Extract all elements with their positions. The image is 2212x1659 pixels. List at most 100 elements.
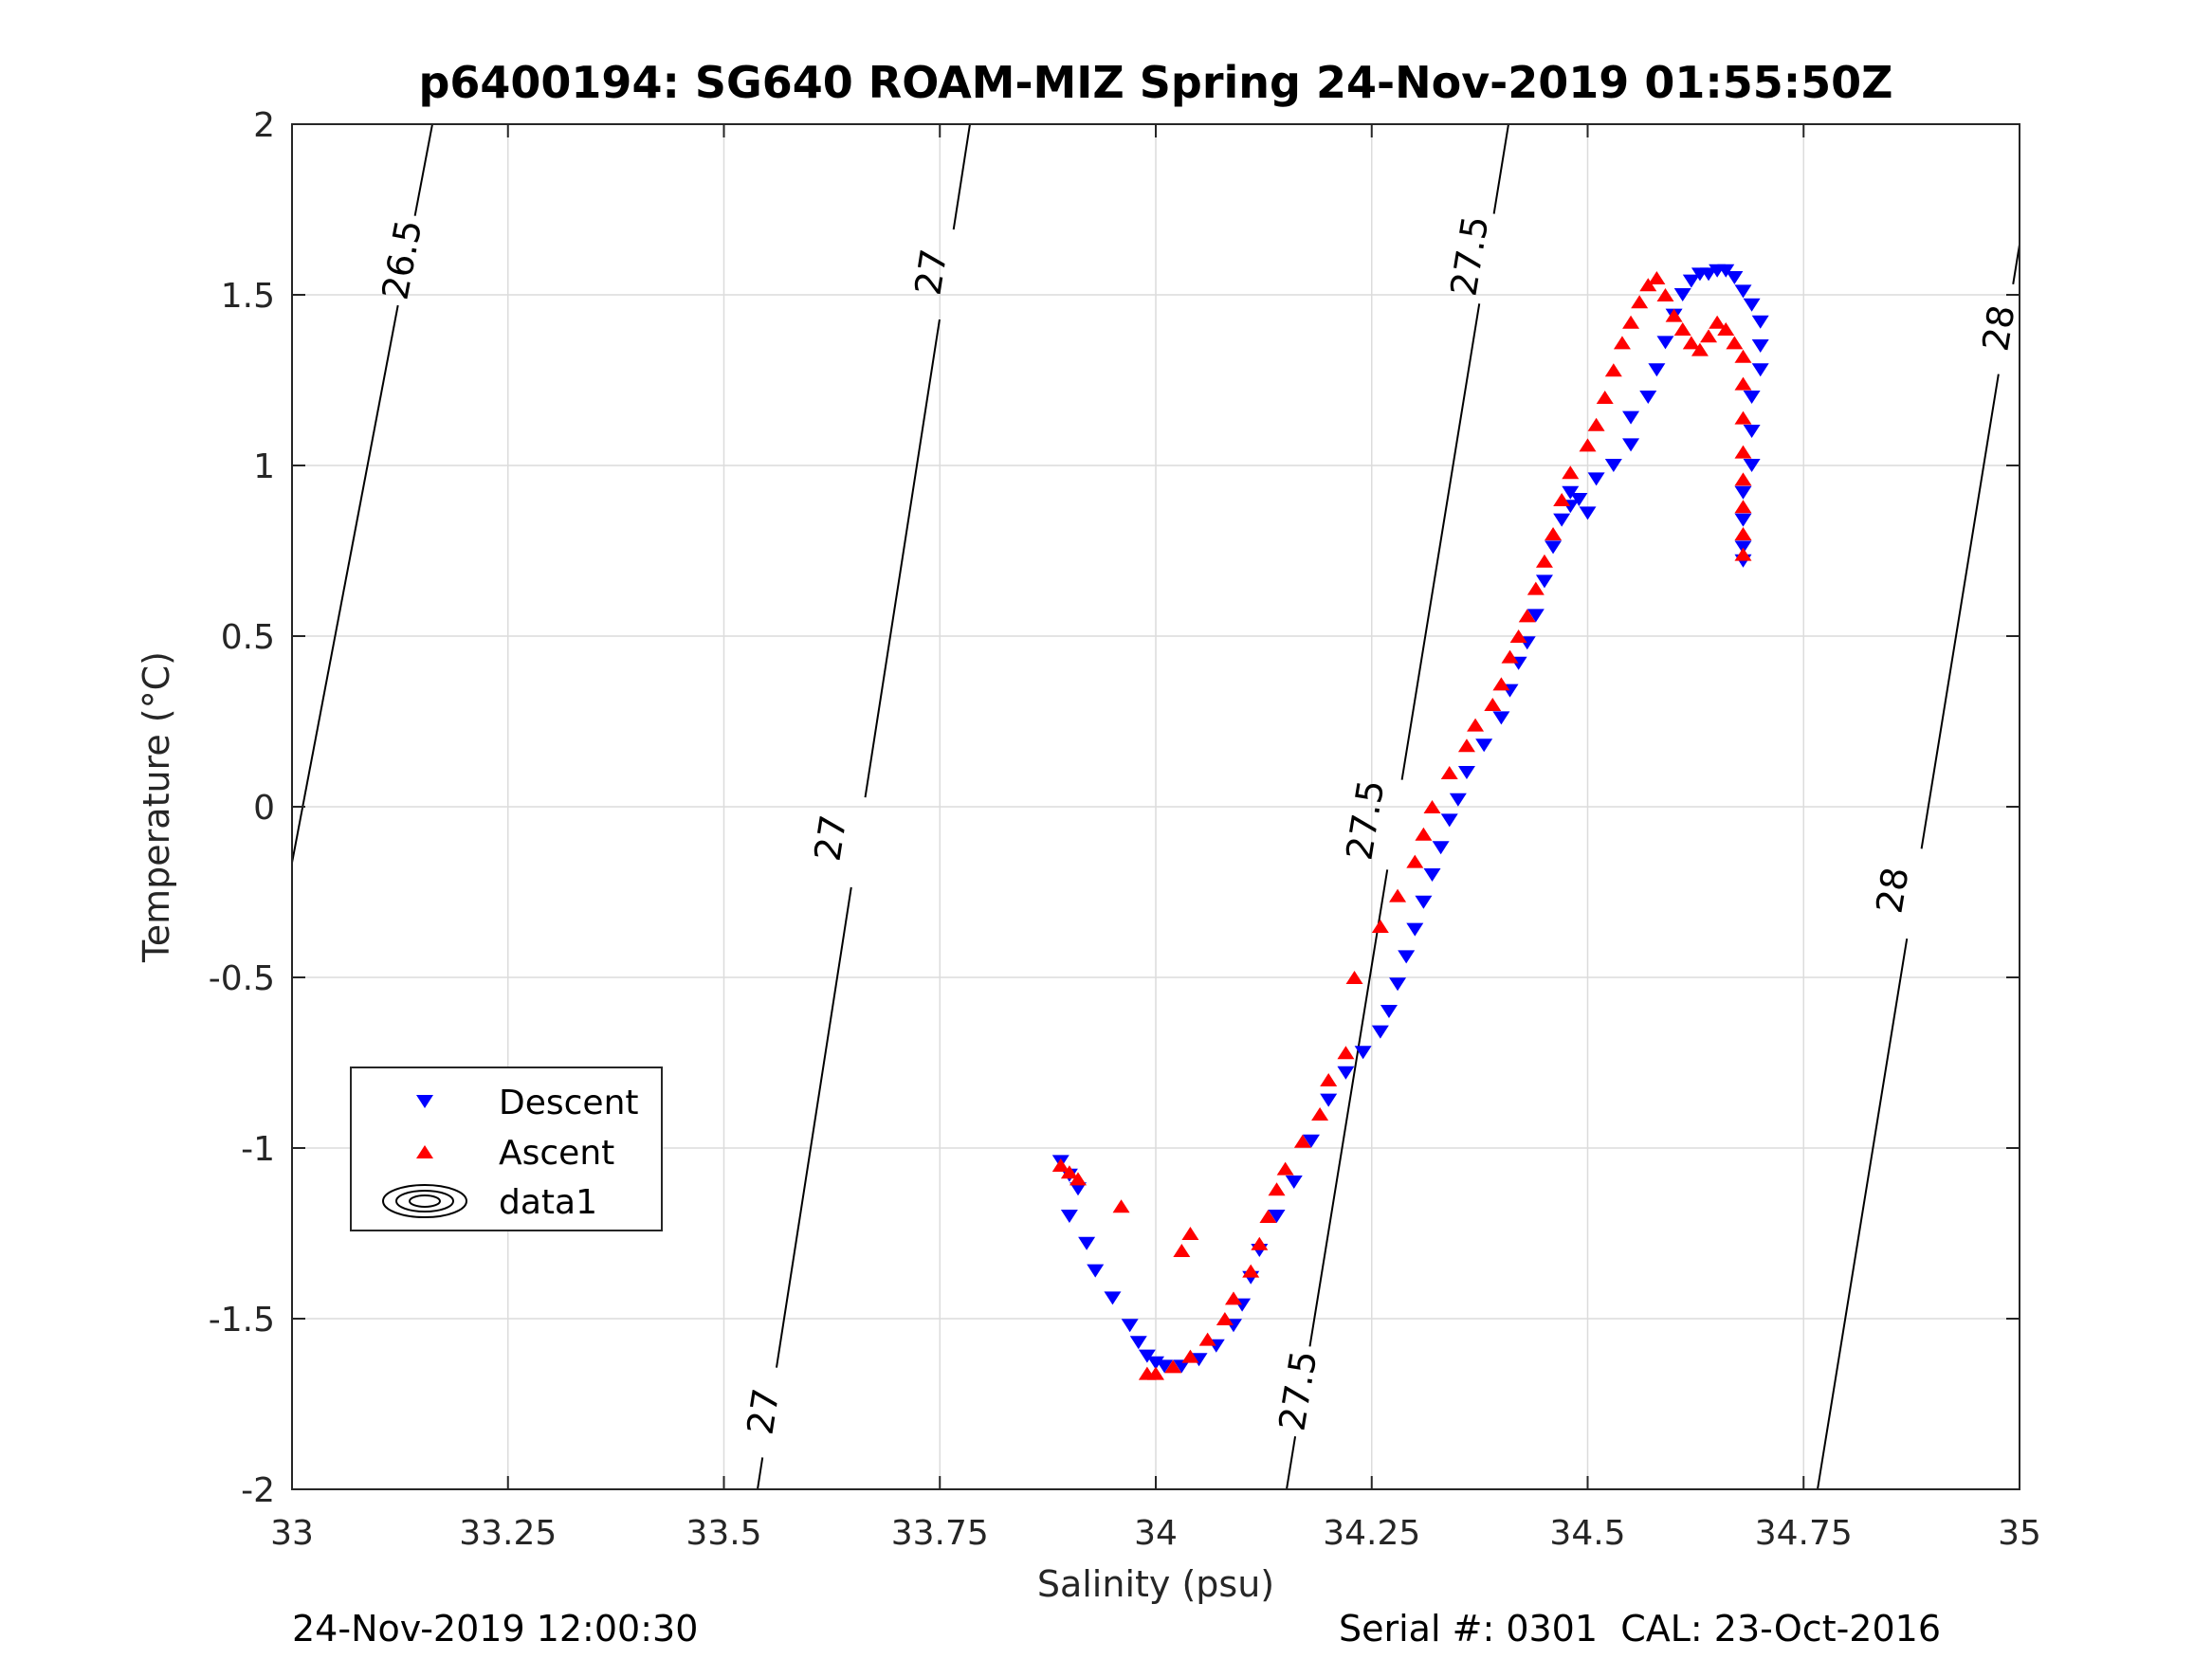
y-tick-label: 1 [253,447,275,486]
ascent-point [1509,629,1527,643]
ascent-point [1389,888,1407,902]
ascent-point [1276,1161,1294,1176]
ascent-point [1709,315,1727,329]
ascent-point [1665,308,1683,322]
ascent-point [1216,1312,1234,1325]
legend-entry-descent: Descent [499,1084,639,1122]
descent-point [1526,609,1545,623]
descent-point [1682,274,1700,288]
chart-title: p6400194: SG640 ROAM-MIZ Spring 24-Nov-2… [418,57,1892,108]
descent-point [1743,298,1761,312]
descent-point [1173,1359,1191,1374]
descent-point [1673,288,1691,301]
ascent-point [1484,698,1502,711]
ascent-point [1579,438,1597,452]
contour-line [1308,869,1389,1347]
descent-point [1432,841,1450,855]
grid [291,123,2020,1490]
x-axis-label: Salinity (psu) [1037,1563,1274,1605]
descent-point [1087,1264,1105,1278]
contour-label: 27.5 [1442,213,1496,300]
contour-label: 27 [740,1386,788,1438]
legend[interactable]: Descent Ascent data1 [350,1066,663,1231]
descent-point [1138,1349,1156,1363]
contour-line [757,1457,764,1490]
x-tick-label: 33.75 [891,1514,989,1553]
ascent-point [1682,336,1700,350]
ascent-point [1224,1291,1242,1305]
descent-point [1751,363,1769,377]
descent-point [1060,1210,1078,1223]
descent-point [1389,977,1407,992]
contour-line [1817,938,1909,1490]
contour-label: 26.5 [374,216,430,302]
descent-point [1726,271,1744,284]
descent-point [1302,1134,1320,1148]
descent-point [1734,540,1752,555]
ascent-point [1242,1264,1260,1278]
series-descent [1051,264,1769,1374]
descent-point [1734,284,1752,299]
ascent-point [1112,1199,1130,1213]
descent-point [1268,1210,1286,1223]
descent-point [1535,574,1553,589]
ascent-point [1069,1172,1088,1186]
ascent-point [1648,271,1666,284]
descent-point [1285,1176,1303,1189]
contour-line [1286,1435,1297,1490]
descent-point [1587,472,1605,486]
ascent-point [1734,547,1752,561]
descent-point [1406,922,1424,937]
ascent-point [1596,391,1614,404]
legend-contour-icon [409,1194,441,1208]
descent-point [1129,1336,1147,1350]
legend-icons [382,1095,467,1218]
descent-point [1553,513,1571,527]
ascent-point [1181,1349,1199,1363]
ascent-point [1440,766,1458,779]
y-tick-label: 0.5 [221,618,275,657]
ascent-point [1631,295,1649,309]
contour-line [1492,123,1509,214]
ascent-point [1604,363,1622,377]
descent-point [1743,391,1761,404]
ascent-point [1371,920,1389,933]
y-axis-label: Temperature (°C) [136,651,177,963]
descent-point [1078,1236,1096,1250]
ascent-point [1320,1073,1338,1086]
y-tick-label: 1.5 [221,277,275,316]
ascent-point [1526,581,1545,595]
ascent-point [1164,1359,1182,1374]
ascent-point [1673,322,1691,336]
descent-point [1622,410,1640,425]
descent-point [1475,738,1493,753]
y-tick-label: -1.5 [209,1301,275,1340]
legend-entry-data1: data1 [499,1183,597,1222]
y-tick-label: 0 [253,789,275,828]
data-series [1051,264,1769,1380]
descent-point [1069,1182,1088,1196]
legend-contour-icon [395,1190,454,1212]
ascent-point [1587,417,1605,431]
descent-point [1337,1066,1355,1080]
ascent-point [1734,500,1752,514]
ascent-point [1337,1046,1355,1060]
ascent-point [1268,1182,1286,1196]
x-tick-label: 34.5 [1549,1514,1625,1553]
descent-point [1156,1359,1174,1374]
footer-timestamp: 24-Nov-2019 12:00:30 [292,1608,699,1650]
descent-point [1545,540,1563,555]
descent-point [1562,485,1580,500]
descent-point [1398,950,1416,964]
descent-point [1743,425,1761,438]
descent-point [1190,1353,1208,1367]
ascent-point [1501,649,1519,664]
descent-point [1717,264,1735,278]
descent-point [1579,506,1597,520]
descent-point [1751,315,1769,329]
ascent-point [1553,493,1571,506]
x-tick-label: 34.25 [1323,1514,1420,1553]
contour-line [864,319,941,798]
ascent-point [1467,718,1485,732]
ascent-point [1457,738,1475,753]
